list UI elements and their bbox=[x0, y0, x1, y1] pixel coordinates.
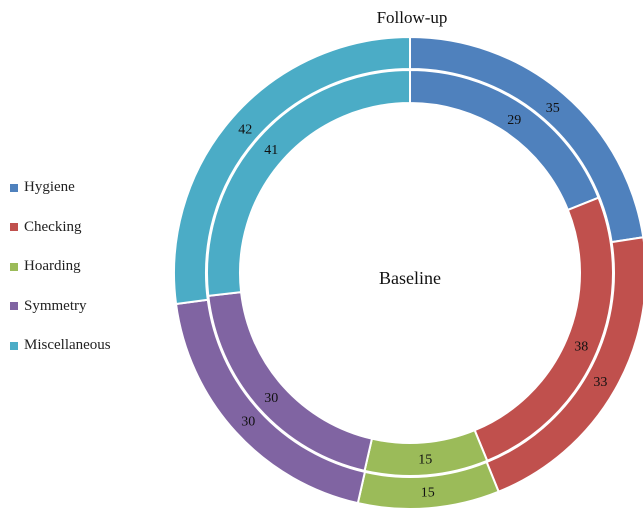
inner-ring-title: Baseline bbox=[379, 268, 441, 288]
inner-ring-value-label-checking: 38 bbox=[574, 340, 588, 355]
legend-item-hygiene: Hygiene bbox=[10, 168, 111, 208]
chart-slices bbox=[173, 35, 643, 510]
outer-ring-value-label-checking: 33 bbox=[593, 375, 607, 390]
legend-item-checking: Checking bbox=[10, 208, 111, 248]
legend-label: Miscellaneous bbox=[24, 337, 111, 354]
inner-ring-value-label-hoarding: 15 bbox=[418, 452, 432, 467]
legend-item-miscellaneous: Miscellaneous bbox=[10, 326, 111, 366]
legend-label: Hygiene bbox=[24, 179, 75, 196]
legend-swatch bbox=[10, 223, 18, 232]
legend-swatch bbox=[10, 262, 18, 271]
outer-ring-value-label-hygiene: 35 bbox=[546, 101, 560, 116]
outer-ring-title: Follow-up bbox=[377, 8, 448, 27]
chart-legend: Hygiene Checking Hoarding Symmetry Misce… bbox=[10, 168, 111, 366]
legend-item-symmetry: Symmetry bbox=[10, 287, 111, 327]
inner-ring-value-label-symmetry: 30 bbox=[264, 391, 278, 406]
legend-swatch bbox=[10, 183, 18, 192]
legend-swatch bbox=[10, 302, 18, 311]
inner-ring-value-label-miscellaneous: 41 bbox=[264, 143, 278, 158]
chart-value-labels: 35 33 15 30 42 29 38 15 30 41 bbox=[238, 101, 607, 500]
inner-ring-slice-miscellaneous bbox=[206, 68, 411, 297]
legend-label: Symmetry bbox=[24, 297, 87, 314]
inner-ring-value-label-hygiene: 29 bbox=[507, 113, 521, 128]
outer-ring-value-label-hoarding: 15 bbox=[421, 485, 435, 500]
legend-label: Hoarding bbox=[24, 258, 81, 275]
outer-ring-value-label-symmetry: 30 bbox=[241, 415, 255, 430]
legend-label: Checking bbox=[24, 218, 82, 235]
legend-item-hoarding: Hoarding bbox=[10, 247, 111, 287]
legend-swatch bbox=[10, 341, 18, 350]
outer-ring-value-label-miscellaneous: 42 bbox=[238, 123, 252, 138]
